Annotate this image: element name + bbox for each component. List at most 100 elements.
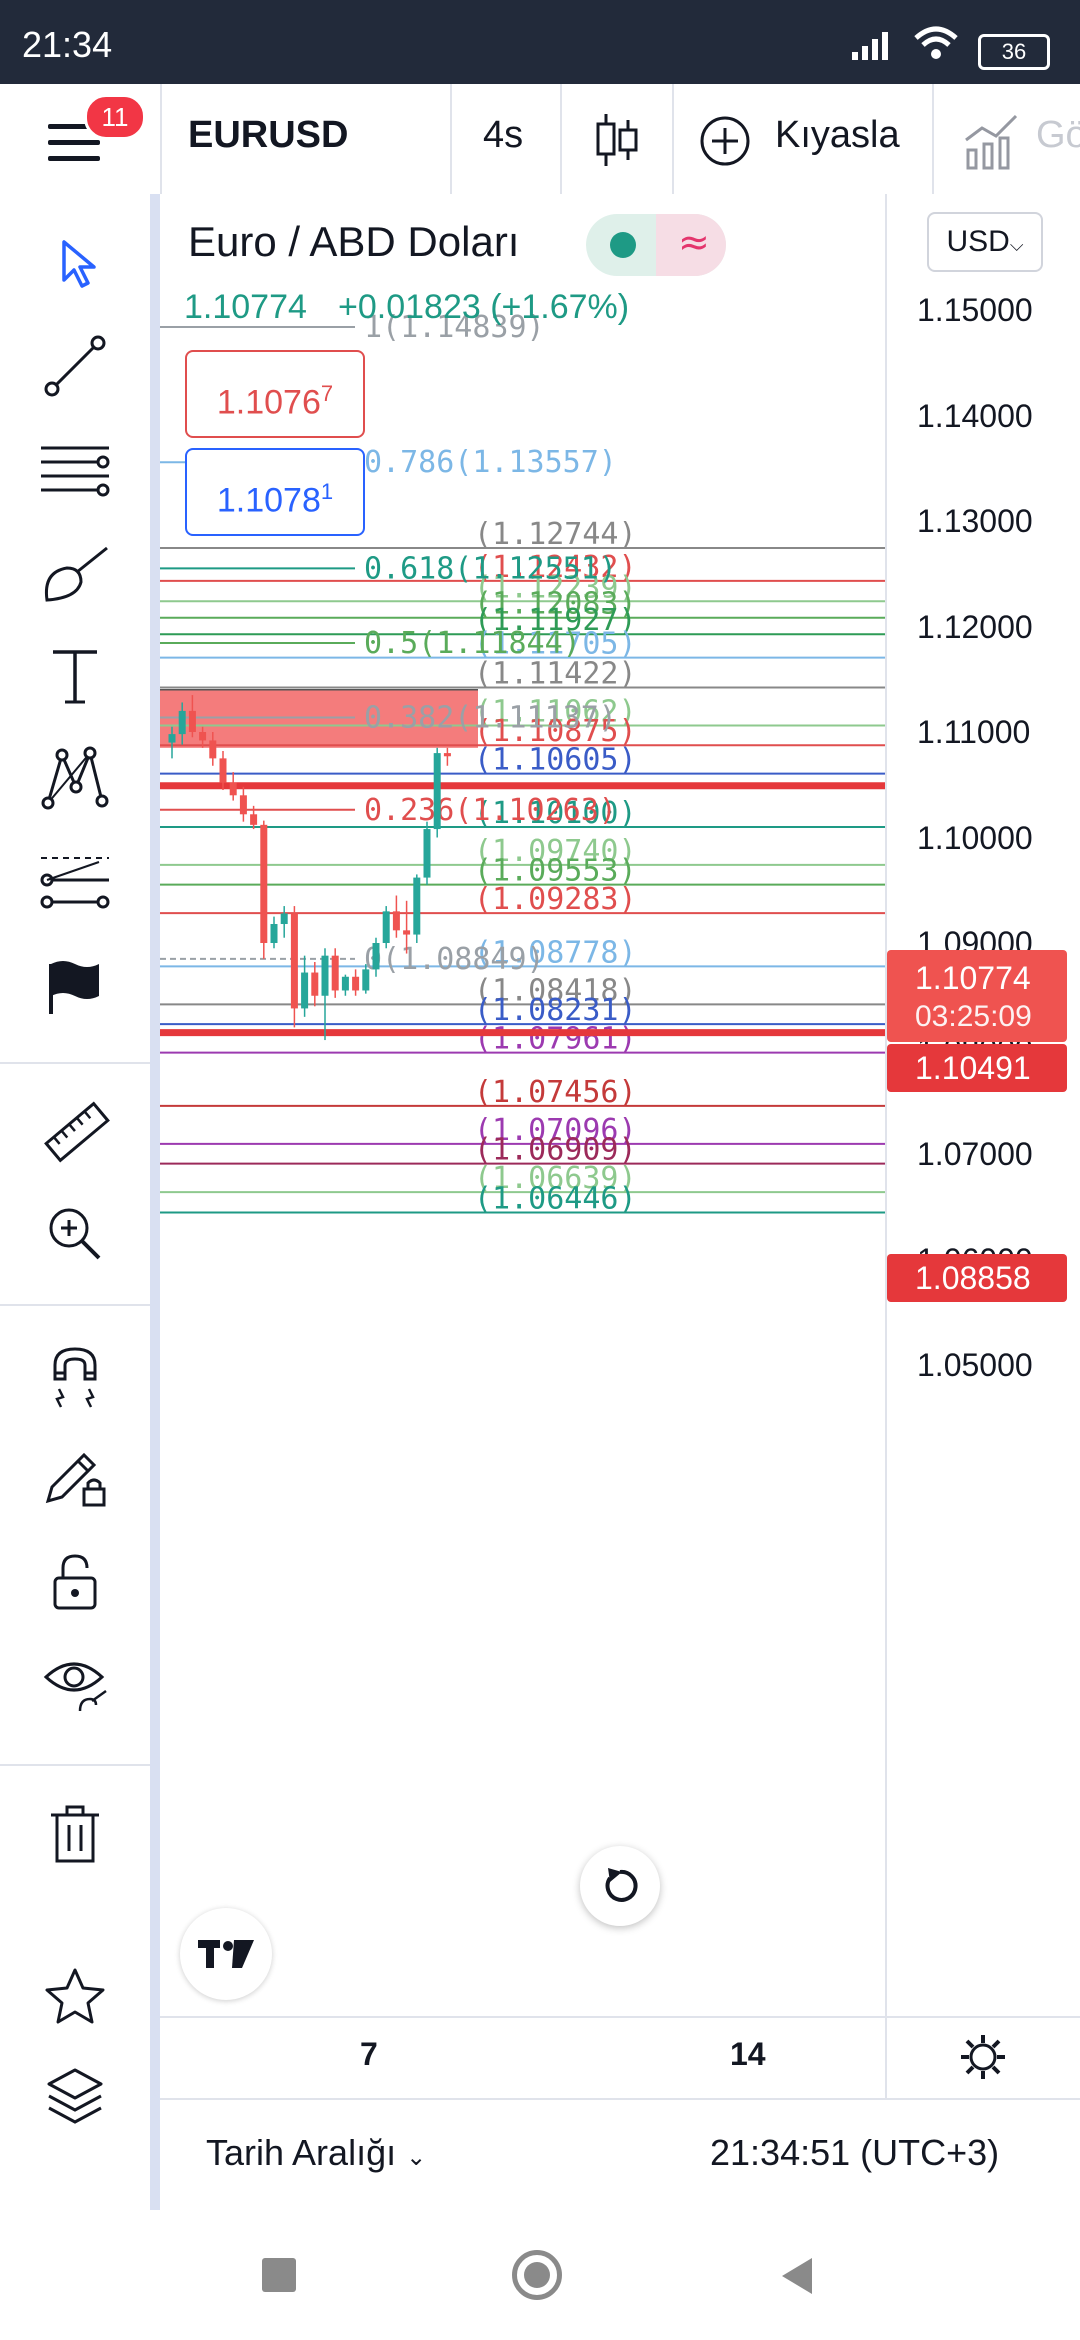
candle-body: [413, 877, 421, 935]
fib-label: 0.618(1.12551): [364, 551, 617, 586]
symbol-button[interactable]: EURUSD: [188, 114, 349, 156]
level-label: (1.06446): [474, 1181, 637, 1216]
back-icon[interactable]: [776, 2254, 816, 2298]
zoom-in-icon: [49, 1208, 101, 1260]
object-tree-tool[interactable]: [30, 2056, 120, 2136]
lock-drawings-tool[interactable]: [30, 1440, 120, 1520]
compare-button[interactable]: [698, 114, 752, 173]
wifi-icon: [914, 26, 958, 59]
signal-icon: [852, 32, 888, 60]
recents-icon[interactable]: [262, 2258, 296, 2292]
pattern-tool[interactable]: [30, 738, 120, 818]
level-label: (1.10875): [474, 714, 637, 749]
price-tick: 1.15000: [917, 292, 1033, 328]
chart-type-button[interactable]: [592, 112, 642, 173]
currency-label: USD: [946, 225, 1010, 258]
fib-label: 0.382(1.11137): [364, 701, 617, 736]
candle-body: [209, 740, 217, 759]
status-time: 21:34: [22, 24, 113, 65]
fib-label: 0.5(1.11844): [364, 626, 581, 661]
candle-body: [250, 814, 258, 825]
level-label: (1.07961): [474, 1022, 637, 1057]
candle-body: [311, 972, 319, 996]
candle-body: [168, 734, 176, 743]
candle-body: [229, 782, 237, 796]
buy-button[interactable]: 1.10781: [185, 448, 365, 536]
level-label: (1.08418): [474, 973, 637, 1008]
candlestick-icon: [596, 114, 638, 166]
candle-body: [239, 795, 247, 815]
sell-price-pip: 7: [320, 381, 334, 406]
cursor-tool[interactable]: [30, 224, 120, 304]
level-label: (1.11062): [474, 694, 637, 729]
favorites-tool[interactable]: [30, 1956, 120, 2036]
drawing-toolbar: [0, 194, 150, 2190]
level-label: (1.11422): [474, 656, 637, 691]
price-axis[interactable]: USD⌵ 1.15000 1.14000 1.13000 1.12000 1.11000…: [885, 194, 1080, 2016]
indicators-button[interactable]: [962, 110, 1022, 175]
candle-body: [382, 911, 390, 943]
ruler-tool[interactable]: [30, 1092, 120, 1172]
brush-tool[interactable]: [30, 534, 120, 614]
fib-tool[interactable]: [30, 430, 120, 510]
delete-tool[interactable]: [30, 1794, 120, 1874]
chart-status-pill: ≈: [586, 214, 726, 276]
candle-body: [372, 943, 380, 970]
chevron-down-icon: ⌵: [1009, 235, 1024, 255]
home-icon[interactable]: [512, 2250, 562, 2300]
candle-body: [280, 913, 288, 925]
interval-button[interactable]: 4s: [483, 114, 524, 156]
plus-circle-icon: [700, 116, 750, 166]
home-icon-inner: [524, 2262, 550, 2288]
unlock-tool[interactable]: [30, 1542, 120, 1622]
fib-levels-icon: [41, 446, 110, 497]
level-label: (1.08231): [474, 993, 637, 1028]
reset-icon: [605, 1868, 638, 1902]
reset-chart-button[interactable]: [580, 1846, 660, 1926]
tradingview-logo[interactable]: [180, 1908, 272, 2000]
candle-body: [392, 911, 400, 931]
timezone-clock[interactable]: 21:34:51 (UTC+3): [710, 2132, 1000, 2173]
magnet-tool[interactable]: [30, 1338, 120, 1418]
chart-canvas[interactable]: (1.12744)(1.12432)(1.12239)(1.12083)(1.1…: [160, 194, 885, 2016]
current-price: 1.10774: [915, 960, 1031, 996]
candle-body: [321, 955, 329, 996]
hide-tool[interactable]: [30, 1642, 120, 1722]
pencil-lock-icon: [45, 1452, 106, 1507]
trend-line-tool[interactable]: [30, 326, 120, 406]
flag-tool[interactable]: [30, 946, 120, 1026]
candle-body: [443, 753, 451, 757]
level-label: (1.12744): [474, 517, 637, 552]
text-tool[interactable]: [30, 636, 120, 716]
price-tick: 1.10000: [917, 819, 1033, 856]
level-label: (1.11927): [474, 603, 637, 638]
level-label: (1.07096): [474, 1113, 637, 1148]
layers-icon: [47, 2068, 103, 2124]
compare-label[interactable]: Kıyasla: [775, 114, 900, 156]
chart-settings-button[interactable]: [958, 2032, 1008, 2087]
candle-body: [403, 930, 411, 935]
candle-body: [178, 710, 186, 735]
star-icon: [45, 1968, 105, 2024]
sell-button[interactable]: 1.10767: [185, 350, 365, 438]
flag-icon: [49, 961, 99, 1014]
chart-pane[interactable]: (1.12744) (1.12432) (1.12239) (1.12083) (1.1…: [160, 194, 885, 2016]
brush-icon: [44, 546, 108, 602]
level-label: (1.06909): [474, 1133, 637, 1168]
forecast-tool[interactable]: [30, 840, 120, 920]
tv-logo-icon: [198, 1940, 254, 1968]
level-label: (1.12083): [474, 587, 637, 622]
zoom-tool[interactable]: [30, 1194, 120, 1274]
candle-body: [362, 969, 370, 991]
currency-select[interactable]: USD⌵: [927, 212, 1043, 272]
level-label: (1.08778): [474, 935, 637, 970]
fib-label: 1(1.14839): [364, 310, 545, 345]
fib-label: 0(1.08849): [364, 942, 545, 977]
current-price-label: 1.10774 03:25:09: [887, 950, 1067, 1042]
date-range-button[interactable]: Tarih Aralığı ⌄: [206, 2132, 426, 2174]
price-tick: 1.13000: [917, 503, 1033, 539]
market-open-dot: [610, 232, 636, 258]
level-label: (1.09283): [474, 882, 637, 917]
indicators-label[interactable]: Gö: [1036, 114, 1080, 156]
time-axis[interactable]: 7 14: [160, 2016, 1080, 2098]
